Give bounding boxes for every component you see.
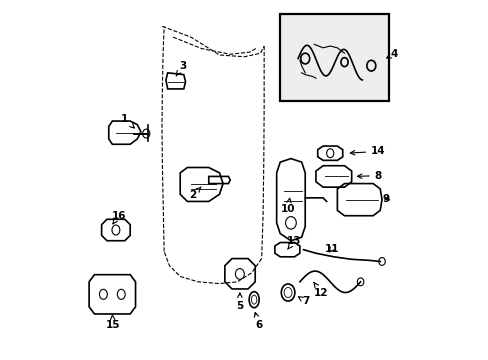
Text: 8: 8	[357, 171, 381, 181]
Text: 9: 9	[382, 194, 389, 204]
Text: 10: 10	[280, 198, 295, 214]
Text: 1: 1	[121, 114, 134, 128]
Text: 14: 14	[349, 147, 385, 157]
Text: 3: 3	[176, 61, 186, 76]
Bar	[280, 14, 388, 102]
Text: 2: 2	[189, 187, 201, 201]
Text: 6: 6	[254, 312, 262, 330]
Text: 7: 7	[298, 296, 309, 306]
Text: 15: 15	[105, 314, 120, 330]
Text: 16: 16	[111, 211, 126, 224]
Text: 4: 4	[386, 49, 397, 59]
Text: 12: 12	[313, 282, 328, 297]
Text: 11: 11	[324, 244, 339, 253]
Text: 5: 5	[236, 293, 243, 311]
Text: 13: 13	[286, 237, 301, 249]
